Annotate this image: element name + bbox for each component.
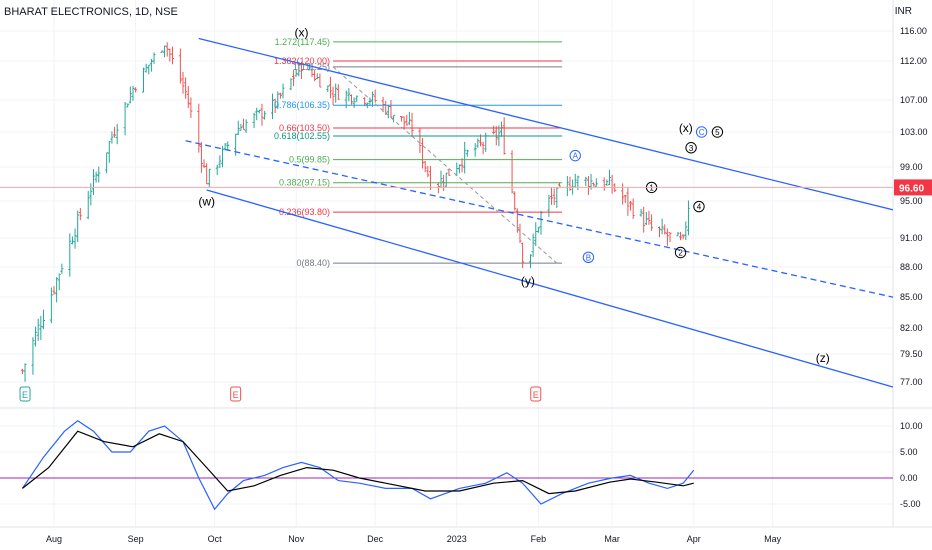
- wave-label-circle: [674, 246, 687, 259]
- time-tick-label: Mar: [604, 534, 620, 544]
- oscillator-signal-line: [22, 430, 694, 495]
- channel-upper-line: [198, 37, 894, 211]
- oscillator-tick-label: -5.00: [900, 499, 921, 509]
- last-price-badge: [894, 179, 932, 196]
- oscillator-fast-line: [21, 420, 695, 511]
- currency-label: INR: [894, 6, 912, 17]
- fib-level-label: 0.66(103.50): [279, 123, 330, 133]
- chart-title: BHARAT ELECTRONICS, 1D, NSE: [4, 6, 178, 18]
- price-tick-label: 116.00: [900, 26, 927, 36]
- wave-label: 5: [715, 128, 720, 137]
- earnings-marker-box: [19, 386, 31, 402]
- wave-label: 3: [689, 144, 694, 153]
- fib-level-label: 0.382(97.15): [279, 178, 330, 188]
- fib-level-label: 0.236(93.80): [279, 207, 330, 217]
- time-tick-label: Apr: [687, 534, 701, 544]
- earnings-marker-box: [530, 386, 542, 402]
- fib-level-label: 1.272(117.45): [275, 37, 330, 47]
- fib-level-label: 0.5(99.85): [289, 155, 330, 165]
- price-tick-label: 91.00: [900, 233, 923, 243]
- wave-label: (y): [521, 274, 535, 288]
- earnings-marker: E: [22, 390, 28, 400]
- fib-level-label: 0.786(106.35): [274, 100, 330, 110]
- price-tick-label: 107.00: [900, 95, 928, 105]
- time-tick-label: Feb: [531, 534, 547, 544]
- wave-label: C: [699, 128, 705, 137]
- price-tick-label: 77.00: [900, 377, 923, 387]
- price-tick-label: 88.00: [900, 262, 923, 272]
- time-tick-label: Dec: [367, 534, 384, 544]
- price-tick-label: 85.00: [900, 292, 923, 302]
- price-tick-label: 99.00: [900, 162, 923, 172]
- time-tick-label: Aug: [46, 534, 62, 544]
- time-tick-label: Sep: [128, 534, 144, 544]
- earnings-marker-box: [230, 386, 242, 402]
- fib-trend-line: [332, 66, 558, 264]
- wave-label: (z): [816, 351, 830, 365]
- fib-level-label: 0(88.40): [297, 258, 331, 268]
- time-tick-label: Oct: [208, 534, 223, 544]
- wave-label: B: [586, 253, 591, 262]
- fib-level-label: 0.618(102.55): [274, 131, 330, 141]
- fib-level-label: 1.382(120.00): [274, 56, 330, 66]
- wave-label: 4: [697, 203, 702, 212]
- wave-label: 2: [678, 249, 683, 258]
- earnings-marker: E: [233, 390, 239, 400]
- wave-label-circle: [582, 251, 595, 264]
- wave-label: (x): [294, 25, 308, 39]
- channel-lower-line: [206, 189, 894, 388]
- price-tick-label: 103.00: [900, 127, 928, 137]
- oscillator-tick-label: 0.00: [900, 473, 918, 483]
- wave-label-circle: [569, 149, 581, 162]
- wave-label-circle: [685, 142, 697, 154]
- oscillator-tick-label: 5.00: [900, 447, 918, 457]
- wave-label-circle: [695, 126, 708, 138]
- oscillator-tick-label: 10.00: [900, 421, 923, 431]
- price-tick-label: 79.50: [900, 349, 923, 359]
- price-tick-label: 82.00: [900, 323, 923, 333]
- wave-label-circle: [711, 126, 724, 138]
- time-tick-label: 2023: [447, 534, 467, 544]
- last-price-label: 96.60: [899, 183, 924, 194]
- price-tick-label: 95.00: [900, 196, 923, 206]
- wave-label: (w): [198, 195, 215, 209]
- wave-label: (x): [679, 121, 693, 135]
- price-tick-label: 112.00: [900, 56, 927, 66]
- wave-label-circle: [693, 200, 705, 213]
- earnings-marker: E: [533, 390, 539, 400]
- wave-label: A: [573, 152, 579, 161]
- channel-mid-line: [185, 140, 894, 298]
- time-tick-label: May: [764, 534, 782, 544]
- time-tick-label: Nov: [288, 534, 305, 544]
